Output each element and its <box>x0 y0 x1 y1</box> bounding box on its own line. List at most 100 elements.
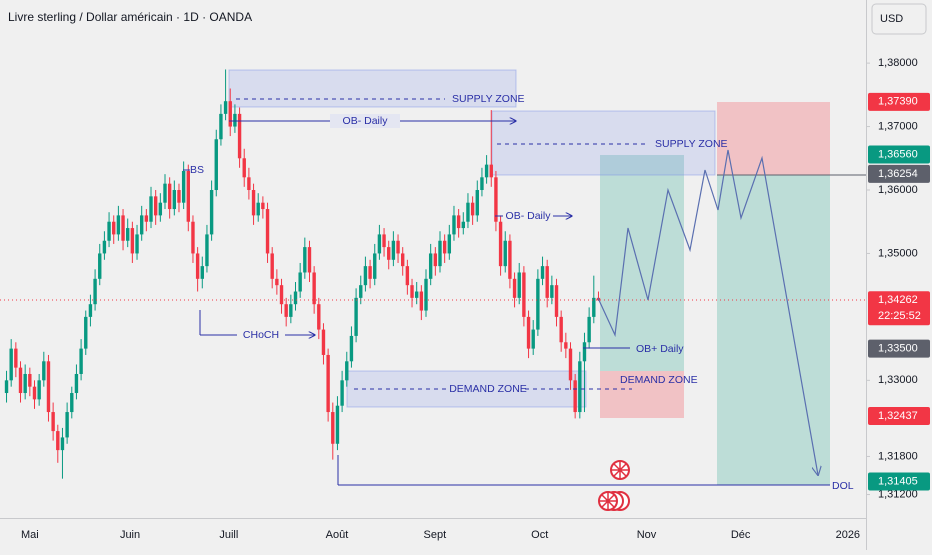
label-bg <box>330 114 400 128</box>
y-tick-label: 1,31800 <box>878 450 918 462</box>
candle-body <box>484 164 489 178</box>
candle-body <box>303 247 307 273</box>
candle-body <box>107 221 111 241</box>
stop-area <box>600 371 684 418</box>
candle-body <box>494 177 498 222</box>
price-label-box <box>868 407 930 426</box>
x-tick-label: Sept <box>424 529 447 541</box>
price-label: 1,32437 <box>878 410 918 422</box>
annotation: OB+ Daily <box>636 343 684 355</box>
candle-body <box>298 272 302 292</box>
candle-body <box>438 240 442 267</box>
candle-body <box>368 266 372 279</box>
y-tick-label: 1,35000 <box>878 247 918 259</box>
candle-body <box>223 101 228 114</box>
candle-body <box>550 285 554 298</box>
candle-body <box>522 272 526 317</box>
y-tick-label: 1,38000 <box>878 57 918 69</box>
candle-body <box>256 202 260 216</box>
x-tick-label: Nov <box>637 529 657 541</box>
price-label-box <box>868 291 930 326</box>
price-label: 1,36560 <box>878 148 918 160</box>
candle-body <box>345 361 349 381</box>
candle-body <box>70 393 74 413</box>
candle-body <box>592 297 596 317</box>
candle-body <box>135 234 139 254</box>
candle-body <box>503 240 507 267</box>
candle-body <box>167 183 172 210</box>
candle-body <box>84 316 88 349</box>
candle-body <box>195 253 200 279</box>
candle-body <box>573 380 577 413</box>
candle-body <box>186 170 191 222</box>
candle-body <box>153 196 158 216</box>
currency-button[interactable] <box>871 3 927 35</box>
candle-body <box>331 412 335 444</box>
candle-body <box>433 253 438 267</box>
candle-body <box>419 291 424 311</box>
candle-body <box>289 304 293 317</box>
candle-body <box>452 215 456 235</box>
candle-body <box>93 278 97 305</box>
candle-body <box>102 240 107 254</box>
candle-body <box>526 316 531 349</box>
candle-body <box>181 170 186 203</box>
candle-body <box>42 361 46 381</box>
candle-body <box>424 278 428 311</box>
candle-body <box>275 278 279 286</box>
label-bg <box>237 328 285 342</box>
target-area <box>600 155 684 371</box>
x-tick-label: 2026 <box>836 529 860 541</box>
candle-body <box>363 266 368 286</box>
price-label-box <box>868 472 930 491</box>
candle-body <box>587 316 591 343</box>
candle-body <box>307 247 312 273</box>
annotation: OB- Daily <box>343 115 389 127</box>
x-tick-label: Oct <box>531 529 548 541</box>
annotation: DEMAND ZONE <box>620 374 698 386</box>
candle-body <box>46 361 51 413</box>
price-label: 1,37390 <box>878 96 918 108</box>
candle-body <box>396 240 400 254</box>
candle-body <box>56 431 60 451</box>
supply-zone <box>228 69 517 108</box>
candle-body <box>447 234 452 254</box>
candle-body <box>237 113 242 159</box>
candle-body <box>545 266 549 298</box>
candle-body <box>321 329 326 355</box>
candle-body <box>373 253 377 279</box>
candle-body <box>335 405 340 444</box>
candle-body <box>387 247 391 260</box>
y-tick-label: 1,37000 <box>878 120 918 132</box>
candle-body <box>461 221 465 229</box>
candle-body <box>51 412 55 432</box>
candle-body <box>382 234 386 248</box>
candle-body <box>456 215 461 229</box>
candle-body <box>326 354 330 413</box>
flag-cross <box>600 493 616 509</box>
x-tick-label: Juill <box>219 529 238 541</box>
projection-path <box>597 149 818 475</box>
candles <box>4 69 601 479</box>
candle-body <box>559 316 563 343</box>
candle-body <box>209 190 214 235</box>
candle-body <box>466 202 470 222</box>
candle-body <box>233 113 237 127</box>
candle-body <box>116 215 121 235</box>
candle-body <box>428 253 433 279</box>
annotation: CHoCH <box>243 329 279 341</box>
candle-body <box>317 304 321 330</box>
chart-title: Livre sterling / Dollar américain · 1D ·… <box>8 10 252 24</box>
candle-body <box>340 380 344 406</box>
candle-body <box>540 266 545 279</box>
candle-body <box>354 297 358 336</box>
candle-body <box>228 101 232 127</box>
annotation: SUPPLY ZONE <box>655 138 728 150</box>
candle-body <box>312 272 316 305</box>
candle-body <box>130 228 135 254</box>
candle-body <box>191 221 195 254</box>
candle-body <box>279 285 284 305</box>
candle-body <box>172 190 177 210</box>
